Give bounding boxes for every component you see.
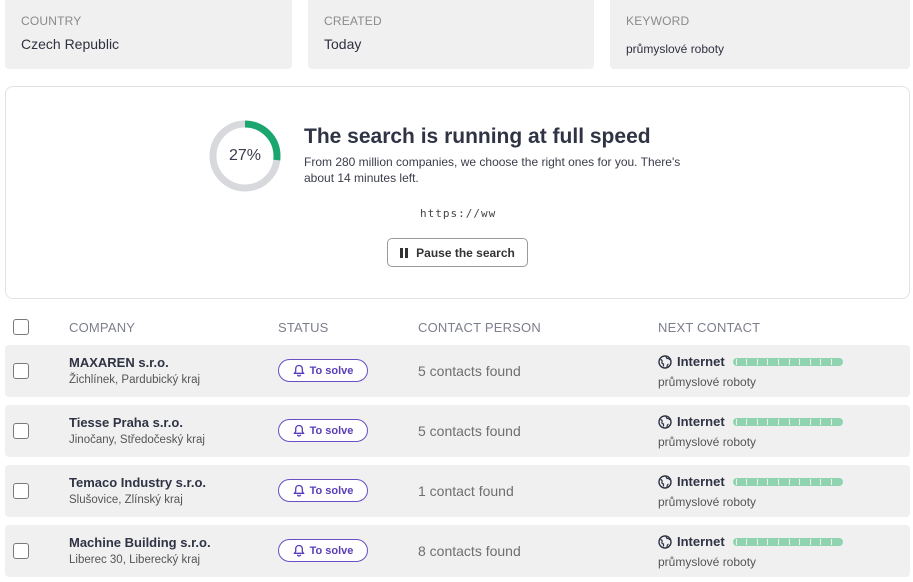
filter-value: průmyslové roboty bbox=[626, 42, 725, 56]
row-checkbox[interactable] bbox=[13, 543, 29, 559]
company-location: Slušovice, Zlínský kraj bbox=[69, 494, 183, 506]
progress-ring: 27% bbox=[207, 118, 283, 194]
progress-bar bbox=[732, 417, 843, 426]
filter-label: KEYWORD bbox=[626, 14, 690, 28]
bell-icon bbox=[292, 364, 305, 377]
pause-search-button[interactable]: Pause the search bbox=[387, 238, 528, 267]
pause-icon bbox=[400, 247, 409, 258]
next-keyword: průmyslové roboty bbox=[658, 375, 757, 389]
status-badge[interactable]: To solve bbox=[278, 359, 368, 382]
progress-arc bbox=[209, 120, 281, 192]
bell-icon bbox=[292, 424, 305, 437]
bell-icon bbox=[292, 544, 305, 557]
table-header: COMPANY STATUS CONTACT PERSON NEXT CONTA… bbox=[0, 318, 913, 338]
filter-card-created: CREATED Today bbox=[308, 0, 594, 69]
company-name[interactable]: Machine Building s.r.o. bbox=[69, 535, 211, 550]
table-row[interactable]: Machine Building s.r.o. Liberec 30, Libe… bbox=[5, 525, 910, 577]
next-channel: Internet bbox=[677, 354, 725, 369]
row-checkbox[interactable] bbox=[13, 423, 29, 439]
filter-value: Today bbox=[324, 36, 362, 52]
contacts-found: 8 contacts found bbox=[418, 543, 521, 559]
filter-card-keyword: KEYWORD průmyslové roboty bbox=[610, 0, 910, 69]
filter-card-country: COUNTRY Czech Republic bbox=[5, 0, 292, 69]
globe-icon bbox=[658, 534, 672, 549]
status-label: To solve bbox=[309, 544, 354, 557]
progress-percent: 27% bbox=[228, 147, 262, 164]
next-contact: Internet bbox=[658, 354, 843, 369]
filter-label: CREATED bbox=[324, 14, 382, 28]
next-keyword: průmyslové roboty bbox=[658, 555, 757, 569]
table-row[interactable]: Tiesse Praha s.r.o. Jinočany, Středočesk… bbox=[5, 405, 910, 457]
row-checkbox[interactable] bbox=[13, 483, 29, 499]
column-company[interactable]: COMPANY bbox=[69, 320, 136, 335]
company-name[interactable]: Temaco Industry s.r.o. bbox=[69, 475, 207, 490]
status-badge[interactable]: To solve bbox=[278, 419, 368, 442]
progress-bar bbox=[732, 477, 843, 486]
pause-label: Pause the search bbox=[416, 245, 515, 260]
column-status[interactable]: STATUS bbox=[278, 320, 329, 335]
globe-icon bbox=[658, 414, 672, 429]
company-location: Jinočany, Středočeský kraj bbox=[69, 434, 205, 446]
table-row[interactable]: Temaco Industry s.r.o. Slušovice, Zlínsk… bbox=[5, 465, 910, 517]
column-contact-person[interactable]: CONTACT PERSON bbox=[418, 320, 541, 335]
status-label: To solve bbox=[309, 364, 354, 377]
globe-icon bbox=[658, 354, 672, 369]
column-next-contact[interactable]: NEXT CONTACT bbox=[658, 320, 761, 335]
progress-description: From 280 million companies, we choose th… bbox=[304, 155, 681, 185]
next-contact: Internet bbox=[658, 414, 843, 429]
next-channel: Internet bbox=[677, 474, 725, 489]
filter-label: COUNTRY bbox=[21, 14, 82, 28]
progress-bar bbox=[732, 357, 843, 366]
next-channel: Internet bbox=[677, 414, 725, 429]
table-row[interactable]: MAXAREN s.r.o. Žichlínek, Pardubický kra… bbox=[5, 345, 910, 397]
row-checkbox[interactable] bbox=[13, 363, 29, 379]
next-keyword: průmyslové roboty bbox=[658, 435, 757, 449]
company-name[interactable]: Tiesse Praha s.r.o. bbox=[69, 415, 183, 430]
next-keyword: průmyslové roboty bbox=[658, 495, 757, 509]
company-location: Žichlínek, Pardubický kraj bbox=[69, 374, 201, 386]
status-badge[interactable]: To solve bbox=[278, 479, 368, 502]
status-badge[interactable]: To solve bbox=[278, 539, 368, 562]
company-location: Liberec 30, Liberecký kraj bbox=[69, 554, 201, 566]
next-contact: Internet bbox=[658, 474, 843, 489]
status-label: To solve bbox=[309, 484, 354, 497]
next-channel: Internet bbox=[677, 534, 725, 549]
progress-bar bbox=[732, 537, 843, 546]
contacts-found: 5 contacts found bbox=[418, 363, 521, 379]
filter-value: Czech Republic bbox=[21, 36, 120, 52]
select-all-checkbox[interactable] bbox=[13, 319, 29, 335]
company-name[interactable]: MAXAREN s.r.o. bbox=[69, 355, 169, 370]
contacts-found: 1 contact found bbox=[418, 483, 514, 499]
contacts-found: 5 contacts found bbox=[418, 423, 521, 439]
progress-title: The search is running at full speed bbox=[304, 125, 651, 148]
search-progress-panel: 27% The search is running at full speed … bbox=[5, 86, 910, 299]
globe-icon bbox=[658, 474, 672, 489]
bell-icon bbox=[292, 484, 305, 497]
next-contact: Internet bbox=[658, 534, 843, 549]
current-url: https://ww bbox=[420, 207, 497, 220]
status-label: To solve bbox=[309, 424, 354, 437]
